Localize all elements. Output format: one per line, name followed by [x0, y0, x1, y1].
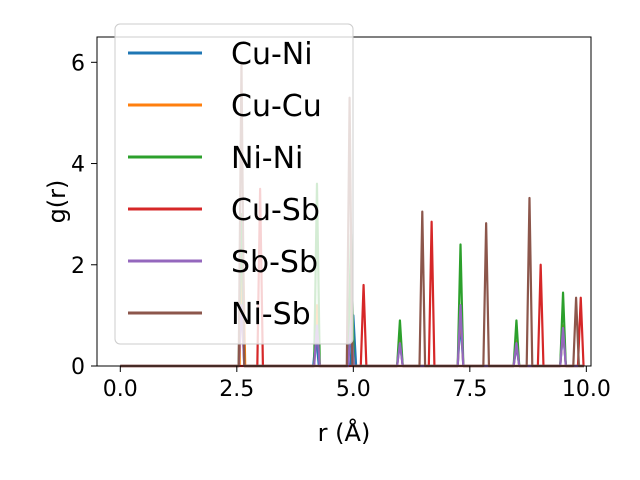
- ticks-layer: 0.0 2.5 5.0 7.5 10.0 0 2 4 6: [71, 51, 611, 402]
- x-tick-label: 10.0: [562, 377, 611, 402]
- legend: Cu-Ni Cu-Cu Ni-Ni Cu-Sb Sb-Sb Ni-Sb: [114, 23, 354, 345]
- y-axis-label: g(r): [43, 180, 71, 224]
- y-tick-label: 4: [71, 153, 85, 178]
- x-tick-label: 0.0: [103, 377, 138, 402]
- legend-label: Ni-Ni: [231, 141, 303, 176]
- y-tick-label: 0: [71, 355, 85, 380]
- x-tick-label: 5.0: [336, 377, 371, 402]
- x-axis-label: r (Å): [318, 418, 371, 447]
- legend-label: Ni-Sb: [231, 297, 311, 332]
- legend-label: Cu-Sb: [231, 193, 320, 228]
- y-tick-label: 2: [71, 254, 85, 279]
- legend-label: Cu-Cu: [231, 89, 322, 124]
- legend-label: Sb-Sb: [231, 245, 318, 280]
- legend-label: Cu-Ni: [231, 37, 313, 72]
- x-tick-label: 2.5: [219, 377, 254, 402]
- y-tick-label: 6: [71, 51, 85, 76]
- x-tick-label: 7.5: [452, 377, 487, 402]
- legend-box: [114, 23, 354, 345]
